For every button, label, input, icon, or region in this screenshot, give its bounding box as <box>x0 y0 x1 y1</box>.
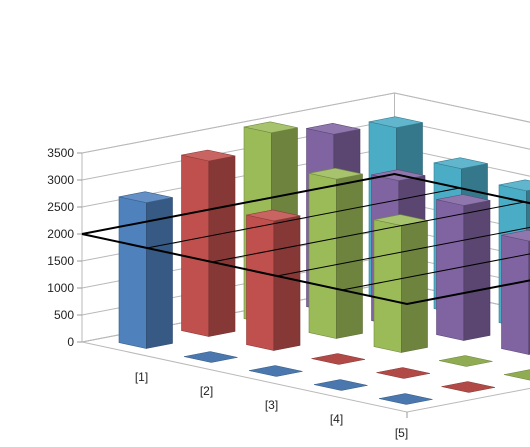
bar-s3-c2 <box>308 167 363 339</box>
y-tick-label: 3000 <box>47 173 74 187</box>
bar-s4-c3 <box>436 194 491 341</box>
bar-s4-c4 <box>501 229 530 355</box>
bar-base <box>248 365 303 377</box>
bar-top-face <box>243 121 298 134</box>
bar-base <box>378 393 433 405</box>
bar-front-face <box>246 214 275 351</box>
bar-base <box>376 367 431 379</box>
bar-base <box>441 381 496 393</box>
bar-front-face <box>501 234 530 355</box>
category-label: [1] <box>135 370 148 384</box>
bar-side-face <box>273 215 301 351</box>
bar-s1-c2 <box>183 351 238 363</box>
highlight-divider-1 <box>146 187 460 249</box>
bar-side-face <box>335 173 363 339</box>
category-label: [2] <box>200 384 213 398</box>
category-label: [3] <box>265 398 278 412</box>
bar-top-face <box>501 229 530 242</box>
y-tick-label: 500 <box>54 308 74 322</box>
bar-s3-c5 <box>503 369 530 381</box>
bar-top-face <box>436 194 491 206</box>
bar-front-face <box>373 219 402 353</box>
category-label: [5] <box>395 426 408 440</box>
bar-s2-c5 <box>441 381 496 393</box>
bar-s1-c3 <box>248 365 303 377</box>
bar-s2-c2 <box>246 209 301 351</box>
y-tick-label: 0 <box>67 335 74 349</box>
bar-side-face <box>208 155 236 337</box>
bar-front-face <box>308 172 337 339</box>
chart-bars <box>81 116 530 405</box>
bar-top-face <box>246 209 301 222</box>
y-axis-ticks: 0 500 1000 1500 2000 2500 3000 3500 <box>47 146 82 349</box>
bar-front-face <box>181 154 210 337</box>
category-label: [4] <box>330 412 343 426</box>
y-tick-label: 2000 <box>47 227 74 241</box>
highlight-plane-2000 <box>81 172 530 306</box>
bar-base <box>313 379 368 391</box>
y-tick-label: 1000 <box>47 281 74 295</box>
bar-top-face <box>433 157 488 170</box>
gridline-3500 <box>81 92 530 154</box>
bar-s2-c1 <box>181 149 236 337</box>
bar-top-face <box>308 167 363 180</box>
bar-s1-c1 <box>118 191 173 349</box>
x-axis-categories: [1] [2] [3] [4] [5] <box>135 370 408 440</box>
bar-top-face <box>306 122 361 135</box>
bar-base <box>183 351 238 363</box>
bar-side-face <box>463 200 491 341</box>
y-tick-label: 2500 <box>47 200 74 214</box>
highlight-divider-3 <box>276 226 530 277</box>
bar-top-face <box>498 179 530 192</box>
bar-base <box>438 355 493 367</box>
y-tick-label: 3500 <box>47 146 74 160</box>
bar-base <box>503 369 530 381</box>
bar-s1-c5 <box>378 393 433 405</box>
bar-s3-c4 <box>438 355 493 367</box>
highlight-divider-2 <box>211 201 525 263</box>
bar-front-face <box>118 196 147 349</box>
bar-top-face <box>181 149 236 162</box>
bar-s2-c4 <box>376 367 431 379</box>
bar-base <box>311 353 366 365</box>
bar-top-face <box>118 191 173 204</box>
bar-front-face <box>436 199 465 341</box>
highlight-divider-4 <box>341 253 530 291</box>
bar-side-face <box>400 220 428 353</box>
bar-s2-c3 <box>311 353 366 365</box>
y-tick-label: 1500 <box>47 254 74 268</box>
bar-top-face <box>368 116 423 129</box>
bar-s3-c3 <box>373 214 428 353</box>
bar-s1-c4 <box>313 379 368 391</box>
